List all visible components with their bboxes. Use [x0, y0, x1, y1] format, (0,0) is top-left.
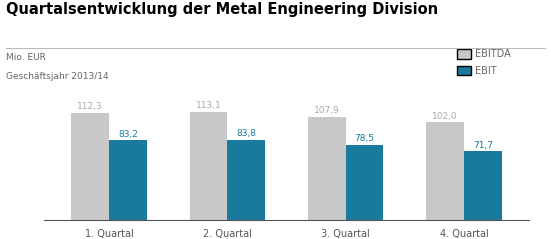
Bar — [71, 113, 109, 220]
Text: 83,8: 83,8 — [236, 129, 256, 138]
Bar — [464, 151, 502, 220]
Bar — [228, 140, 265, 220]
Bar — [109, 140, 147, 220]
Text: 71,7: 71,7 — [473, 141, 493, 150]
Bar — [308, 117, 345, 220]
Bar — [190, 112, 228, 220]
Text: EBITDA: EBITDA — [475, 49, 511, 59]
Bar — [345, 145, 383, 220]
Text: Geschäftsjahr 2013/14: Geschäftsjahr 2013/14 — [6, 72, 108, 81]
Text: EBIT: EBIT — [475, 65, 496, 76]
Bar — [426, 122, 464, 220]
Text: 112,3: 112,3 — [77, 102, 103, 111]
Text: 107,9: 107,9 — [314, 106, 339, 115]
Text: 102,0: 102,0 — [432, 112, 458, 121]
Text: 113,1: 113,1 — [196, 101, 222, 110]
Text: Quartalsentwicklung der Metal Engineering Division: Quartalsentwicklung der Metal Engineerin… — [6, 2, 437, 17]
Text: Mio. EUR: Mio. EUR — [6, 53, 45, 62]
Text: 83,2: 83,2 — [118, 130, 138, 139]
Text: 78,5: 78,5 — [355, 134, 375, 143]
